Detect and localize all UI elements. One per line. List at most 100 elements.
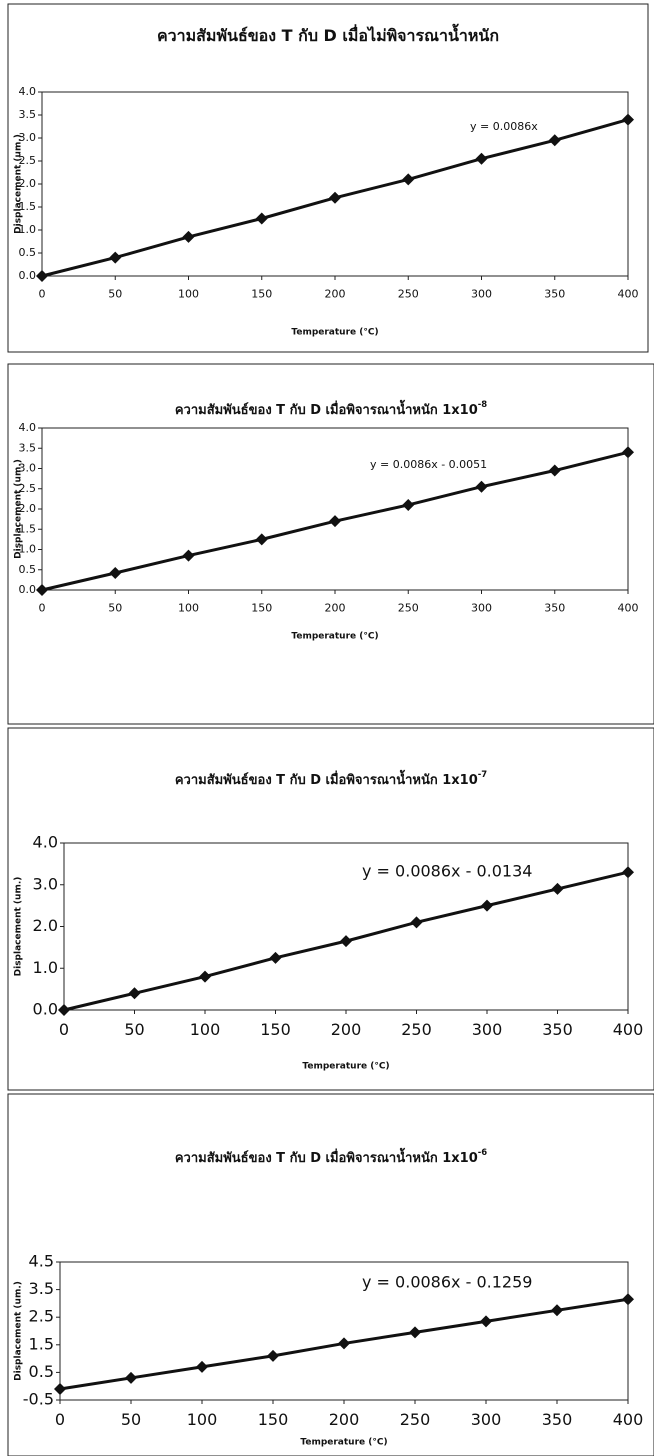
y-tick-label: 0.5	[29, 1362, 54, 1381]
data-point	[411, 916, 423, 928]
x-tick-label: 400	[613, 1020, 644, 1039]
x-tick-label: 0	[39, 287, 46, 300]
chart-title: ความสัมพันธ์ของ T กับ D เมื่อพิจารณาน้ำห…	[175, 769, 487, 788]
data-point	[409, 1326, 421, 1338]
y-tick-label: 2.0	[33, 916, 58, 935]
chart-title-superscript: -6	[478, 1147, 488, 1157]
data-point	[622, 114, 634, 126]
plot-area	[60, 1262, 628, 1400]
data-point	[183, 231, 195, 243]
x-tick-label: 50	[108, 601, 122, 614]
y-tick-label: 0.5	[19, 563, 37, 576]
x-axis-label: Temperature (°C)	[291, 328, 378, 338]
chart-title-text: ความสัมพันธ์ของ T กับ D เมื่อพิจารณาน้ำห…	[175, 769, 478, 788]
y-tick-label: 1.5	[29, 1334, 54, 1353]
data-point	[552, 883, 564, 895]
y-tick-label: 0.0	[19, 269, 37, 282]
data-point	[58, 1004, 70, 1016]
y-tick-label: 4.5	[29, 1252, 54, 1271]
y-axis-label: Displacement (um.)	[14, 459, 24, 559]
chart-title: ความสัมพันธ์ของ T กับ D เมื่อไม่พิจารณาน…	[157, 23, 499, 45]
y-tick-label: 2.5	[29, 1307, 54, 1326]
data-point	[183, 550, 195, 562]
data-point	[476, 481, 488, 493]
trendline-equation: y = 0.0086x - 0.0134	[362, 862, 532, 881]
x-tick-label: 200	[329, 1410, 360, 1429]
data-point	[109, 252, 121, 264]
data-point	[270, 952, 282, 964]
data-point	[622, 1293, 634, 1305]
x-tick-label: 200	[325, 601, 346, 614]
x-tick-label: 300	[471, 287, 492, 300]
data-point	[329, 515, 341, 527]
chart-title-text: ความสัมพันธ์ของ T กับ D เมื่อไม่พิจารณาน…	[157, 23, 499, 45]
x-tick-label: 50	[108, 287, 122, 300]
y-tick-label: 3.5	[19, 441, 37, 454]
x-axis-label: Temperature (°C)	[302, 1062, 389, 1072]
x-tick-label: 150	[258, 1410, 289, 1429]
plot-area	[64, 843, 628, 1010]
x-axis-label: Temperature (°C)	[300, 1438, 387, 1448]
x-tick-label: 300	[471, 601, 492, 614]
chart-title-text: ความสัมพันธ์ของ T กับ D เมื่อพิจารณาน้ำห…	[175, 1147, 478, 1166]
x-tick-label: 0	[39, 601, 46, 614]
x-tick-label: 250	[398, 287, 419, 300]
x-tick-label: 250	[401, 1020, 432, 1039]
data-point	[36, 584, 48, 596]
y-tick-label: 1.0	[33, 958, 58, 977]
data-point	[622, 446, 634, 458]
x-tick-label: 50	[121, 1410, 141, 1429]
x-tick-label: 300	[472, 1020, 503, 1039]
plot-area	[42, 428, 628, 590]
data-point	[54, 1383, 66, 1395]
chart-frame	[8, 364, 654, 724]
trendline-equation: y = 0.0086x	[470, 120, 538, 133]
data-point	[109, 567, 121, 579]
x-tick-label: 50	[124, 1020, 144, 1039]
data-point	[402, 499, 414, 511]
x-tick-label: 150	[251, 601, 272, 614]
data-point	[549, 465, 561, 477]
data-point	[36, 270, 48, 282]
y-tick-label: 3.0	[33, 874, 58, 893]
y-tick-label: 0.5	[19, 246, 37, 259]
x-tick-label: 350	[544, 287, 565, 300]
x-tick-label: 0	[55, 1410, 65, 1429]
x-tick-label: 200	[331, 1020, 362, 1039]
y-tick-label: 0.0	[33, 1000, 58, 1019]
data-point	[256, 213, 268, 225]
y-tick-label: 3.5	[19, 108, 37, 121]
y-axis-label: Displacement (um.)	[14, 877, 24, 977]
chart-title-text: ความสัมพันธ์ของ T กับ D เมื่อพิจารณาน้ำห…	[175, 399, 478, 418]
y-tick-label: 0.0	[19, 583, 37, 596]
x-tick-label: 100	[178, 287, 199, 300]
trendline-equation: y = 0.0086x - 0.0051	[370, 458, 487, 471]
x-tick-label: 100	[178, 601, 199, 614]
x-tick-label: 150	[251, 287, 272, 300]
x-tick-label: 400	[613, 1410, 644, 1429]
x-tick-label: 100	[190, 1020, 221, 1039]
data-point	[476, 153, 488, 165]
y-tick-label: 4.0	[19, 421, 37, 434]
data-point	[549, 134, 561, 146]
page: ความสัมพันธ์ของ T กับ D เมื่อไม่พิจารณาน…	[0, 0, 654, 1456]
document: ความสัมพันธ์ของ T กับ D เมื่อไม่พิจารณาน…	[0, 0, 654, 1456]
x-tick-label: 350	[544, 601, 565, 614]
data-point	[402, 173, 414, 185]
chart-title: ความสัมพันธ์ของ T กับ D เมื่อพิจารณาน้ำห…	[175, 1147, 487, 1166]
x-tick-label: 100	[187, 1410, 218, 1429]
x-tick-label: 350	[542, 1020, 573, 1039]
data-point	[267, 1350, 279, 1362]
y-axis-label: Displacement (um.)	[14, 134, 24, 234]
data-point	[480, 1315, 492, 1327]
x-tick-label: 400	[618, 287, 639, 300]
x-tick-label: 200	[325, 287, 346, 300]
x-tick-label: 250	[398, 601, 419, 614]
x-tick-label: 300	[471, 1410, 502, 1429]
chart-title-superscript: -7	[478, 769, 488, 779]
data-point	[551, 1304, 563, 1316]
data-point	[129, 987, 141, 999]
x-axis-label: Temperature (°C)	[291, 632, 378, 642]
data-point	[256, 533, 268, 545]
data-point	[196, 1361, 208, 1373]
